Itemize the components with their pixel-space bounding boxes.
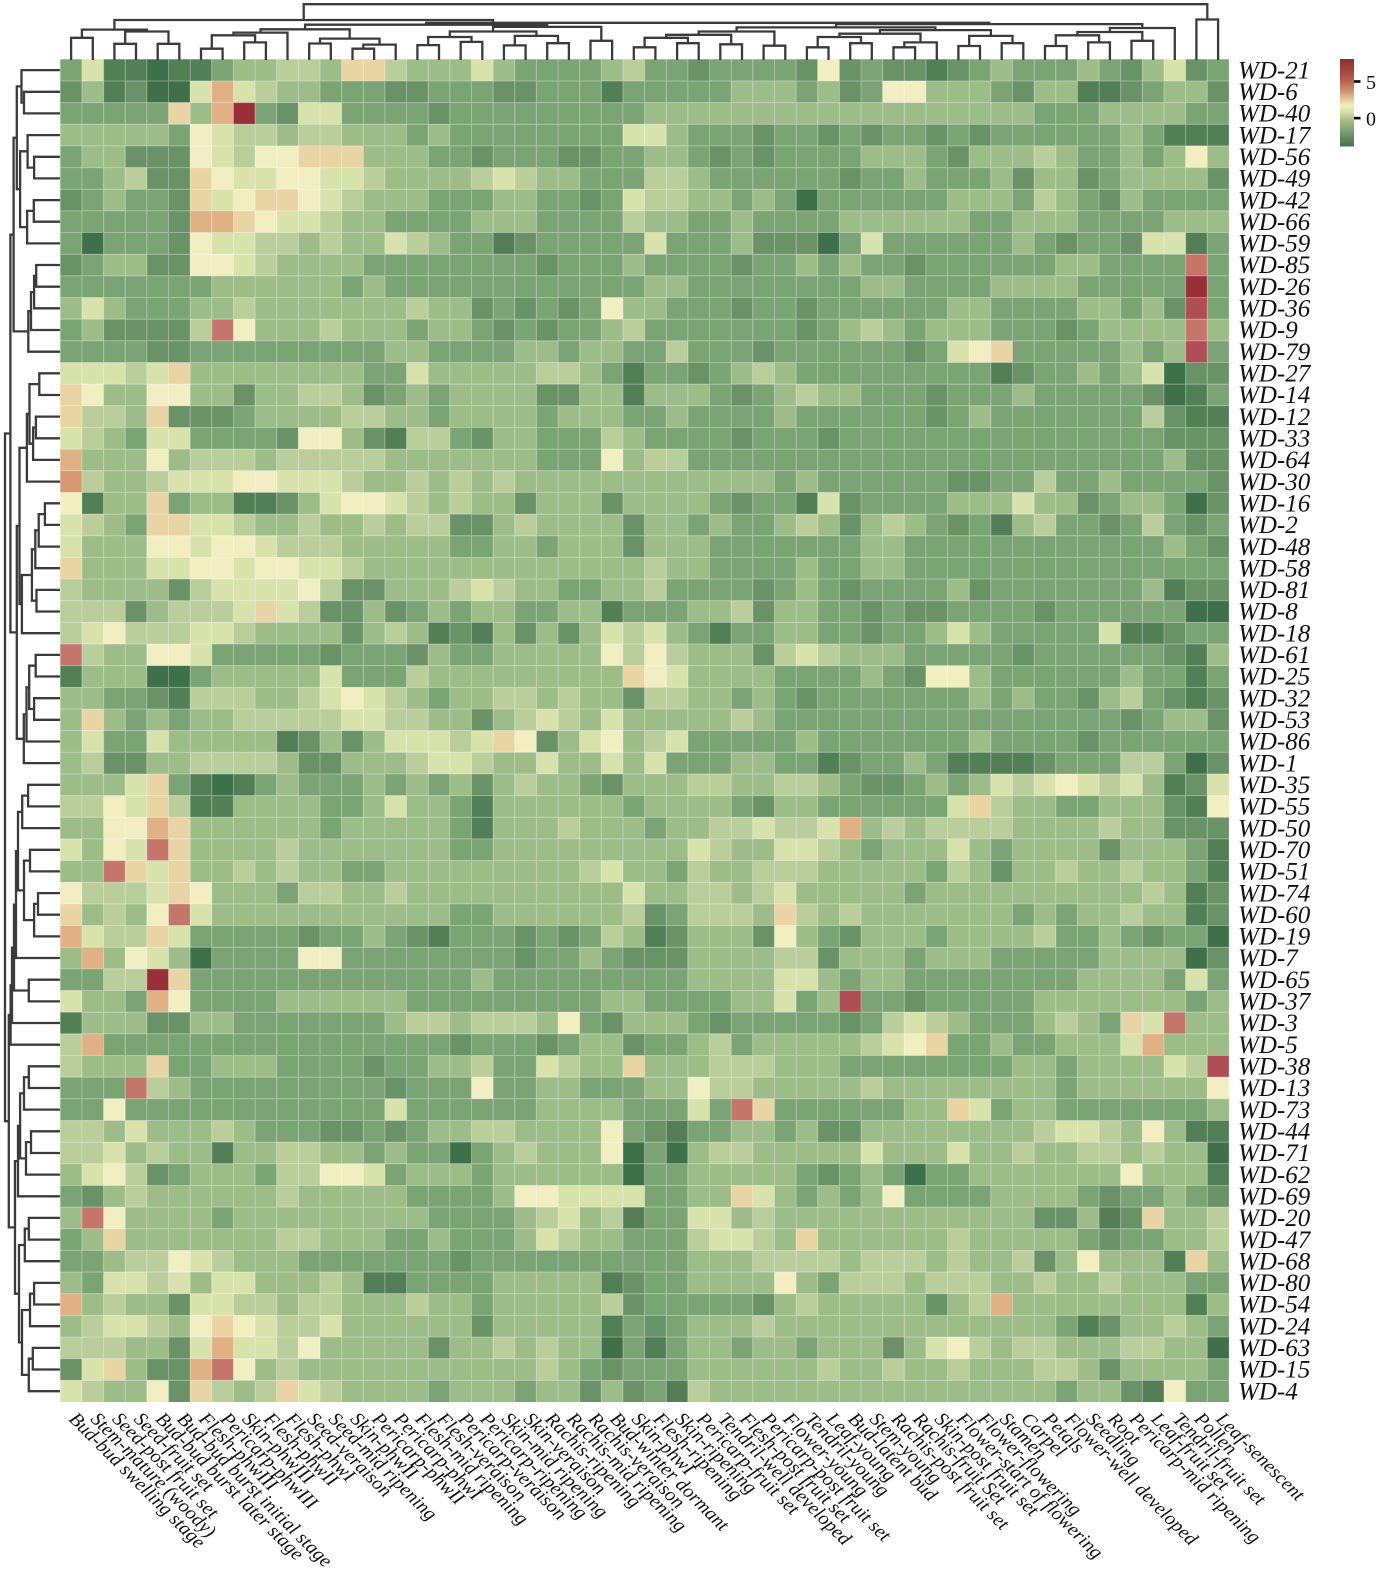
svg-text:WD-15: WD-15 — [1238, 1357, 1310, 1384]
svg-text:WD-32: WD-32 — [1238, 685, 1310, 712]
svg-text:WD-68: WD-68 — [1238, 1248, 1311, 1275]
svg-text:WD-17: WD-17 — [1238, 122, 1312, 149]
svg-text:WD-59: WD-59 — [1238, 231, 1311, 258]
svg-text:WD-47: WD-47 — [1238, 1227, 1312, 1254]
svg-text:WD-19: WD-19 — [1238, 924, 1311, 951]
svg-text:WD-5: WD-5 — [1238, 1032, 1298, 1059]
svg-text:WD-61: WD-61 — [1238, 642, 1310, 669]
svg-text:WD-60: WD-60 — [1238, 902, 1311, 929]
svg-text:WD-7: WD-7 — [1238, 945, 1299, 972]
svg-text:WD-25: WD-25 — [1238, 664, 1310, 691]
svg-text:WD-58: WD-58 — [1238, 555, 1311, 582]
svg-text:WD-66: WD-66 — [1238, 209, 1311, 236]
svg-text:WD-37: WD-37 — [1238, 989, 1312, 1016]
svg-text:WD-33: WD-33 — [1238, 426, 1310, 453]
svg-text:WD-51: WD-51 — [1238, 859, 1310, 886]
svg-text:WD-30: WD-30 — [1238, 469, 1311, 496]
svg-text:WD-9: WD-9 — [1238, 317, 1298, 344]
svg-text:WD-74: WD-74 — [1238, 880, 1310, 907]
svg-text:WD-20: WD-20 — [1238, 1205, 1311, 1232]
svg-text:WD-21: WD-21 — [1238, 57, 1310, 84]
svg-text:WD-71: WD-71 — [1238, 1140, 1310, 1167]
svg-text:WD-18: WD-18 — [1238, 620, 1311, 647]
svg-text:WD-8: WD-8 — [1238, 599, 1298, 626]
svg-text:WD-70: WD-70 — [1238, 837, 1311, 864]
svg-text:WD-16: WD-16 — [1238, 491, 1311, 518]
svg-text:WD-69: WD-69 — [1238, 1184, 1311, 1211]
svg-text:WD-79: WD-79 — [1238, 339, 1311, 366]
svg-text:WD-14: WD-14 — [1238, 382, 1310, 409]
svg-text:WD-36: WD-36 — [1238, 296, 1311, 323]
svg-text:WD-24: WD-24 — [1238, 1313, 1310, 1340]
svg-text:WD-6: WD-6 — [1238, 79, 1298, 106]
svg-text:WD-40: WD-40 — [1238, 101, 1311, 128]
svg-text:5: 5 — [1366, 72, 1376, 94]
svg-text:WD-53: WD-53 — [1238, 707, 1310, 734]
svg-text:WD-62: WD-62 — [1238, 1162, 1310, 1189]
svg-text:WD-85: WD-85 — [1238, 252, 1310, 279]
svg-text:WD-35: WD-35 — [1238, 772, 1310, 799]
svg-text:WD-65: WD-65 — [1238, 967, 1310, 994]
svg-text:WD-2: WD-2 — [1238, 512, 1298, 539]
svg-text:WD-3: WD-3 — [1238, 1010, 1298, 1037]
svg-text:WD-48: WD-48 — [1238, 534, 1311, 561]
svg-text:WD-13: WD-13 — [1238, 1075, 1310, 1102]
svg-text:WD-12: WD-12 — [1238, 404, 1310, 431]
svg-text:WD-63: WD-63 — [1238, 1335, 1310, 1362]
svg-text:WD-73: WD-73 — [1238, 1097, 1310, 1124]
svg-text:0: 0 — [1366, 109, 1376, 131]
svg-text:WD-49: WD-49 — [1238, 166, 1311, 193]
svg-text:WD-81: WD-81 — [1238, 577, 1310, 604]
svg-text:WD-80: WD-80 — [1238, 1270, 1311, 1297]
svg-text:WD-38: WD-38 — [1238, 1054, 1311, 1081]
svg-text:WD-55: WD-55 — [1238, 794, 1310, 821]
svg-text:WD-42: WD-42 — [1238, 187, 1310, 214]
svg-text:WD-56: WD-56 — [1238, 144, 1311, 171]
svg-text:WD-64: WD-64 — [1238, 447, 1310, 474]
svg-text:WD-86: WD-86 — [1238, 729, 1311, 756]
svg-text:WD-26: WD-26 — [1238, 274, 1311, 301]
svg-text:WD-54: WD-54 — [1238, 1292, 1310, 1319]
svg-text:WD-4: WD-4 — [1238, 1378, 1298, 1405]
svg-text:WD-44: WD-44 — [1238, 1119, 1310, 1146]
svg-text:WD-27: WD-27 — [1238, 361, 1312, 388]
svg-text:WD-50: WD-50 — [1238, 815, 1311, 842]
svg-text:WD-1: WD-1 — [1238, 750, 1298, 777]
